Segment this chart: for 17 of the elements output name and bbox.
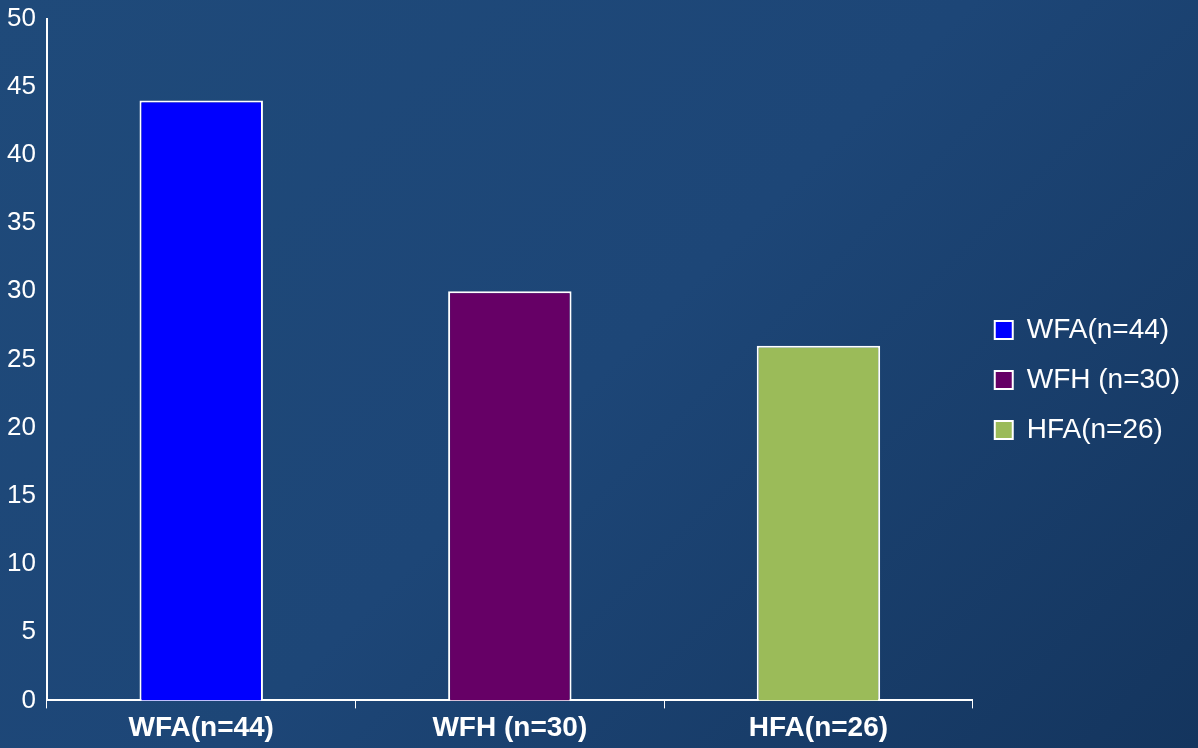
y-tick-label: 5 [21, 615, 36, 646]
y-tick-label: 10 [7, 547, 36, 578]
x-tick-label: WFA(n=44) [128, 710, 274, 742]
y-tick-label: 15 [7, 479, 36, 510]
legend-label: WFA(n=44) [1026, 312, 1170, 344]
y-tick-label: 25 [7, 342, 36, 373]
y-tick-label: 20 [7, 410, 36, 441]
y-tick-label: 30 [7, 274, 36, 305]
legend-label: WFH (n=30) [1026, 362, 1180, 394]
y-tick-label: 0 [21, 683, 36, 714]
y-tick-label: 50 [7, 1, 36, 32]
y-tick-label: 35 [7, 206, 36, 237]
x-tick-label: HFA(n=26) [748, 710, 889, 742]
x-tick-label: WFH (n=30) [432, 710, 588, 742]
y-tick-label: 40 [7, 138, 36, 169]
y-tick-label: 45 [7, 69, 36, 100]
legend-label: HFA(n=26) [1026, 412, 1163, 444]
